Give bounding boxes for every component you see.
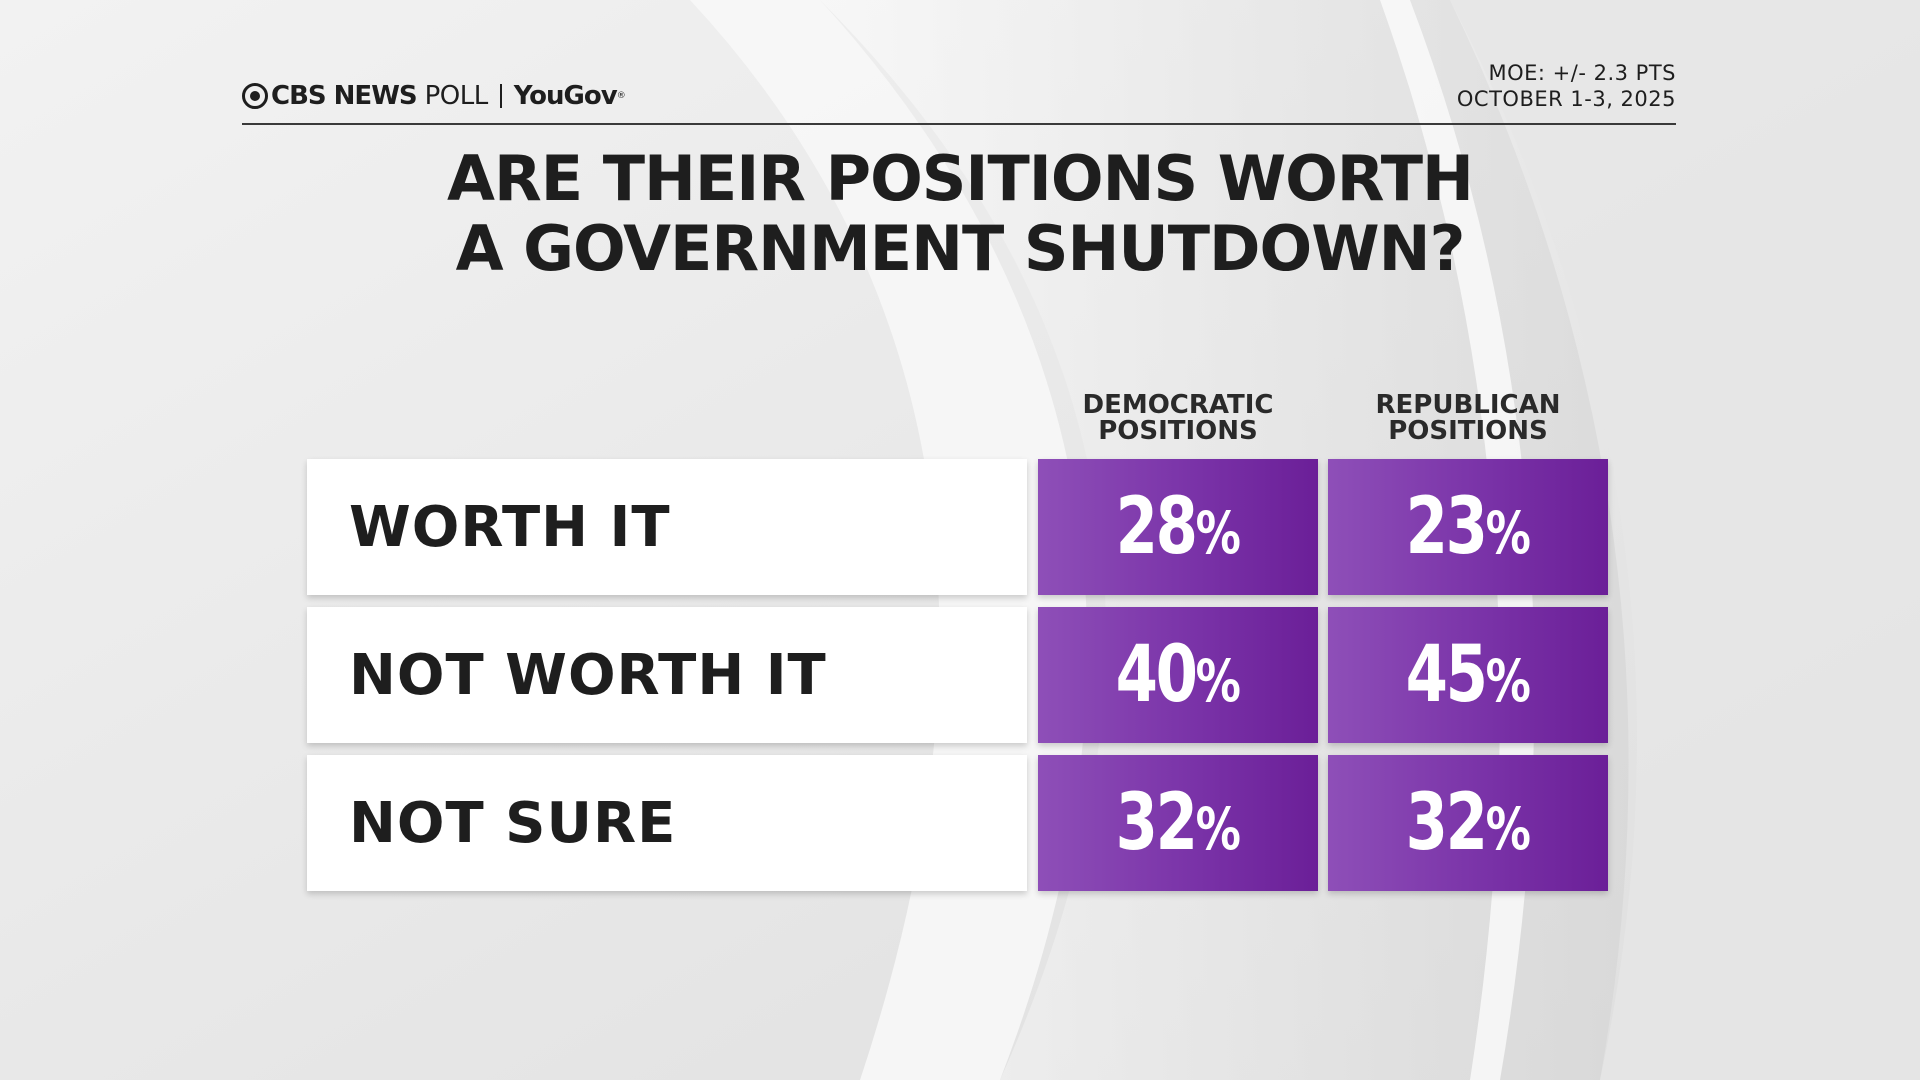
row-label-text: WORTH IT xyxy=(349,494,671,560)
partner-name: YouGov xyxy=(513,81,618,111)
cbs-yougov-logo: CBS NEWS POLL YouGov ® xyxy=(242,78,626,114)
value-cell: 32% xyxy=(1328,755,1608,891)
header-divider xyxy=(242,123,1676,125)
value-cell: 28% xyxy=(1038,459,1318,595)
value-cell: 23% xyxy=(1328,459,1608,595)
brand-name: CBS NEWS xyxy=(271,81,418,111)
row-label-text: NOT SURE xyxy=(349,790,677,856)
logo-divider xyxy=(499,84,502,108)
value-cell: 32% xyxy=(1038,755,1318,891)
value-label: 40% xyxy=(1115,630,1241,720)
title-line-1: ARE THEIR POSITIONS WORTH xyxy=(447,142,1474,215)
value-cell: 40% xyxy=(1038,607,1318,743)
poll-meta: MOE: +/- 2.3 PTS OCTOBER 1-3, 2025 xyxy=(1457,60,1676,112)
poll-dates: OCTOBER 1-3, 2025 xyxy=(1456,87,1676,111)
row-label-text: NOT WORTH IT xyxy=(349,642,827,708)
margin-of-error: MOE: +/- 2.3 PTS xyxy=(1488,61,1676,85)
value-label: 45% xyxy=(1405,630,1531,720)
value-label: 23% xyxy=(1405,482,1531,572)
value-label: 32% xyxy=(1405,778,1531,868)
value-label: 28% xyxy=(1115,482,1241,572)
row-label: WORTH IT xyxy=(307,459,1027,595)
column-header-republican: REPUBLICAN POSITIONS xyxy=(1375,390,1561,446)
poll-label: POLL xyxy=(424,81,489,111)
column-header-democratic: DEMOCRATIC POSITIONS xyxy=(1082,390,1274,446)
row-label: NOT WORTH IT xyxy=(307,607,1027,743)
row-label: NOT SURE xyxy=(307,755,1027,891)
value-cell: 45% xyxy=(1328,607,1608,743)
value-label: 32% xyxy=(1115,778,1241,868)
title-line-2: A GOVERNMENT SHUTDOWN? xyxy=(455,212,1466,285)
cbs-eye-icon xyxy=(242,83,268,109)
chart-title: ARE THEIR POSITIONS WORTH A GOVERNMENT S… xyxy=(0,144,1920,284)
